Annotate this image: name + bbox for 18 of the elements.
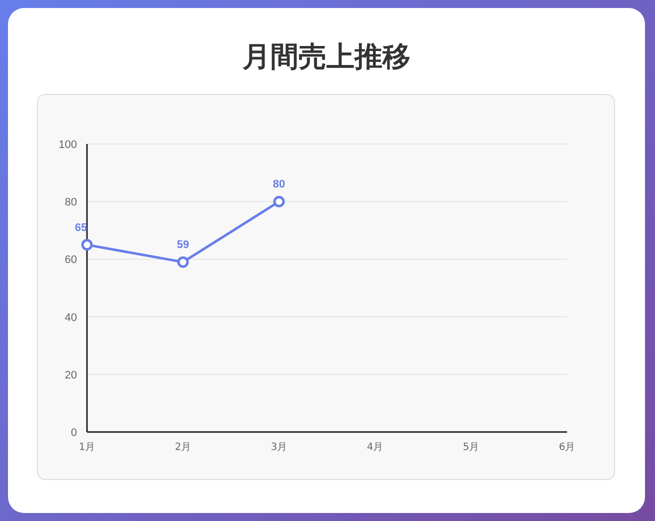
point xyxy=(273,196,285,208)
x-tick-label: 5月 xyxy=(462,442,480,453)
data-label: 80 xyxy=(272,178,286,191)
y-tick-label: 100 xyxy=(58,139,77,151)
y-tick-label: 20 xyxy=(64,369,77,382)
point xyxy=(81,239,93,251)
x-tick-label: 6月 xyxy=(558,442,576,453)
y-tick-label: 40 xyxy=(64,312,77,324)
y-tick-label: 60 xyxy=(64,254,77,266)
y-tick-label: 0 xyxy=(70,427,77,439)
y-tick-label: 80 xyxy=(64,196,77,209)
x-tick-label: 4月 xyxy=(366,442,384,453)
x-tick-label: 2月 xyxy=(174,442,192,453)
x-tick-label: 3月 xyxy=(270,442,288,453)
point xyxy=(177,256,189,268)
x-tick-label: 1月 xyxy=(78,442,96,453)
data-label: 59 xyxy=(176,239,190,252)
title: 月間売上推移 xyxy=(242,39,412,75)
